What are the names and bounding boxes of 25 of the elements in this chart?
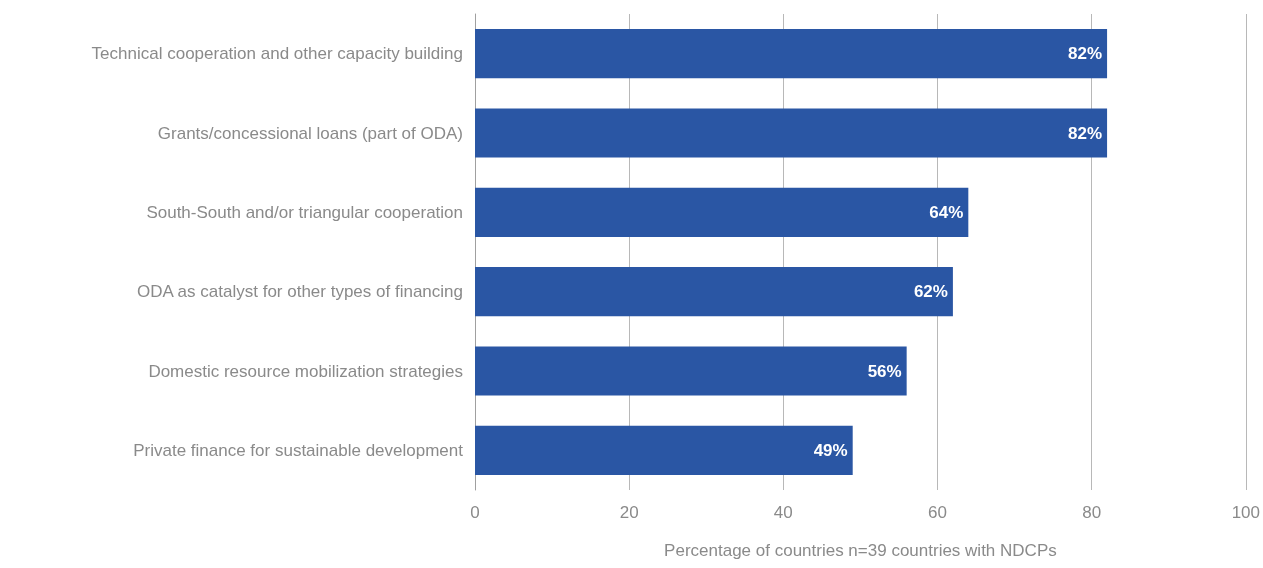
y-tick-label: South-South and/or triangular cooperation [146,202,463,222]
bar [475,187,969,237]
x-tick-label: 80 [1082,503,1102,522]
y-tick-label: Grants/concessional loans (part of ODA) [157,123,463,143]
data-label: 56% [867,361,902,381]
y-tick-label: Technical cooperation and other capacity building [91,44,463,64]
x-tick-label: 0 [470,503,480,522]
data-label: 82% [1068,44,1103,64]
y-tick-label: ODA as catalyst for other types of financing [137,282,463,302]
y-tick-label: Domestic resource mobilization strategies [148,361,463,381]
data-label: 82% [1068,123,1103,143]
bar [475,108,1108,158]
x-axis-title: Percentage of countries n=39 countries with NDCPs [664,541,1057,560]
bar [475,425,853,475]
bar [475,346,907,396]
x-tick-label: 100 [1231,503,1261,522]
data-label: 64% [929,202,964,222]
data-label: 49% [813,440,848,460]
bar [475,267,953,317]
y-tick-label: Private finance for sustainable development [133,440,464,460]
x-tick-label: 40 [773,503,793,522]
x-tick-label: 60 [928,503,947,522]
data-label: 62% [913,282,948,302]
bar [475,29,1108,79]
x-tick-label: 20 [619,503,639,522]
